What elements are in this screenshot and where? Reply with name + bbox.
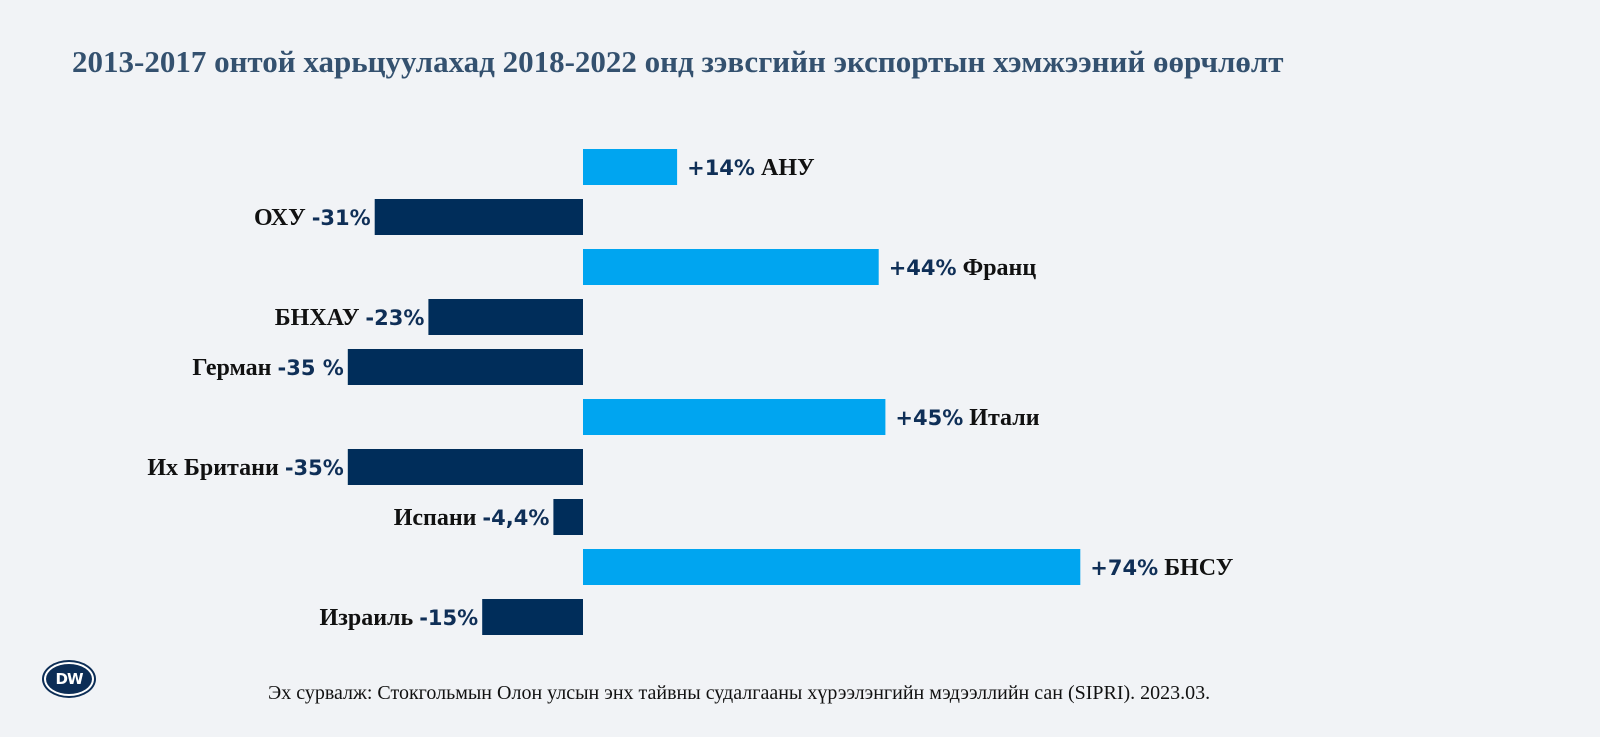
category-label-9: БНСУ	[1164, 555, 1234, 581]
category-label-1: АНУ	[761, 155, 815, 181]
bar-10	[482, 599, 583, 635]
value-label-9: +74%	[1090, 556, 1158, 580]
value-label-10: -15%	[419, 606, 478, 630]
category-label-5: Герман	[192, 355, 271, 381]
bar-5	[347, 349, 583, 385]
source-note: Эх сурвалж: Стокгольмын Олон улсын энх т…	[268, 682, 1211, 704]
value-label-6: +45%	[895, 406, 963, 430]
bar-7	[347, 449, 583, 485]
value-label-1: +14%	[687, 156, 755, 180]
value-label-7: -35%	[285, 456, 344, 480]
bar-8	[553, 499, 583, 535]
category-label-2: ОХУ	[254, 205, 306, 231]
category-label-4: БНХАУ	[275, 305, 360, 331]
category-label-3: Франц	[963, 255, 1037, 281]
value-label-2: -31%	[312, 206, 371, 230]
bar-2	[374, 199, 583, 235]
category-label-8: Испани	[394, 505, 477, 531]
bar-1	[583, 149, 678, 185]
bar-9	[583, 549, 1081, 585]
dw-logo: DW	[44, 662, 94, 696]
category-label-6: Итали	[969, 405, 1039, 431]
category-label-7: Их Британи	[147, 455, 279, 481]
category-label-10: Израиль	[320, 605, 414, 631]
value-label-4: -23%	[365, 306, 424, 330]
value-label-3: +44%	[889, 256, 957, 280]
chart-title: 2013-2017 онтой харьцуулахад 2018-2022 о…	[72, 44, 1284, 79]
bar-4	[428, 299, 583, 335]
bar-6	[583, 399, 886, 435]
bar-3	[583, 249, 879, 285]
value-label-5: -35 %	[278, 356, 344, 380]
value-label-8: -4,4%	[482, 506, 549, 530]
